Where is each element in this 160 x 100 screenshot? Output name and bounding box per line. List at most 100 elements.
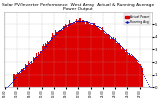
Bar	[73, 23, 74, 87]
Bar	[56, 32, 57, 87]
Bar	[59, 30, 60, 87]
Bar	[68, 24, 69, 87]
Bar	[83, 20, 84, 87]
Bar	[126, 49, 127, 87]
Bar	[122, 48, 123, 87]
Bar	[30, 64, 31, 87]
Bar	[138, 63, 139, 87]
Bar	[98, 28, 99, 87]
Bar	[49, 42, 50, 87]
Bar	[97, 26, 98, 87]
Bar	[135, 58, 136, 87]
Bar	[44, 46, 45, 87]
Bar	[137, 62, 138, 87]
Bar	[100, 30, 101, 87]
Bar	[72, 24, 73, 87]
Bar	[67, 27, 68, 87]
Bar	[62, 30, 63, 87]
Bar	[125, 52, 126, 87]
Bar	[18, 73, 19, 87]
Bar	[101, 30, 102, 87]
Bar	[86, 21, 87, 87]
Bar	[99, 29, 100, 87]
Bar	[119, 43, 120, 87]
Bar	[42, 46, 43, 87]
Bar	[14, 74, 15, 87]
Bar	[78, 20, 79, 87]
Bar	[117, 43, 118, 87]
Bar	[28, 60, 29, 87]
Bar	[71, 23, 72, 87]
Bar	[139, 64, 140, 87]
Bar	[47, 41, 48, 87]
Bar	[111, 37, 112, 87]
Bar	[104, 33, 105, 87]
Bar	[108, 35, 110, 87]
Title: Solar PV/Inverter Performance  West Array  Actual & Running Average Power Output: Solar PV/Inverter Performance West Array…	[2, 3, 154, 11]
Bar	[46, 44, 47, 87]
Bar	[94, 23, 95, 87]
Bar	[88, 22, 89, 87]
Bar	[140, 64, 141, 87]
Bar	[90, 24, 91, 87]
Bar	[61, 29, 62, 87]
Bar	[60, 30, 61, 87]
Bar	[93, 23, 94, 87]
Bar	[131, 56, 132, 87]
Bar	[57, 31, 59, 87]
Bar	[65, 24, 66, 87]
Bar	[110, 39, 111, 87]
Bar	[70, 23, 71, 87]
Bar	[95, 25, 96, 87]
Bar	[79, 18, 80, 87]
Bar	[43, 44, 44, 87]
Bar	[31, 61, 32, 87]
Bar	[64, 26, 65, 87]
Bar	[51, 37, 52, 87]
Bar	[50, 41, 51, 87]
Bar	[36, 53, 37, 87]
Bar	[37, 56, 38, 87]
Bar	[105, 34, 107, 87]
Bar	[21, 69, 22, 87]
Bar	[129, 53, 130, 87]
Bar	[134, 58, 135, 87]
Bar	[112, 39, 113, 87]
Bar	[121, 49, 122, 87]
Bar	[53, 35, 54, 87]
Bar	[133, 57, 134, 87]
Bar	[77, 21, 78, 87]
Bar	[118, 44, 119, 87]
Bar	[81, 21, 82, 87]
Bar	[33, 57, 34, 87]
Bar	[75, 23, 76, 87]
Bar	[74, 22, 75, 87]
Bar	[113, 37, 114, 87]
Bar	[32, 63, 33, 87]
Bar	[87, 21, 88, 87]
Bar	[48, 42, 49, 87]
Bar	[123, 49, 124, 87]
Bar	[24, 70, 25, 87]
Bar	[128, 55, 129, 87]
Bar	[142, 68, 143, 87]
Bar	[130, 55, 131, 87]
Bar	[13, 74, 14, 87]
Bar	[107, 35, 108, 87]
Bar	[127, 53, 128, 87]
Bar	[16, 74, 17, 87]
Bar	[39, 55, 40, 87]
Bar	[124, 50, 125, 87]
Bar	[52, 33, 53, 87]
Bar	[40, 51, 41, 87]
Bar	[132, 56, 133, 87]
Bar	[45, 43, 46, 87]
Bar	[102, 27, 104, 87]
Bar	[116, 43, 117, 87]
Bar	[82, 20, 83, 87]
Bar	[115, 38, 116, 87]
Bar	[76, 18, 77, 87]
Bar	[22, 69, 23, 87]
Bar	[15, 75, 16, 87]
Bar	[54, 35, 56, 87]
